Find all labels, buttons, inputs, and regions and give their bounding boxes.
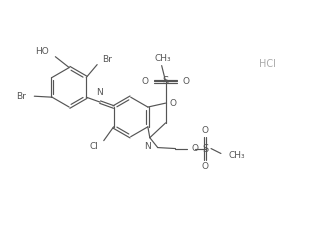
Text: O: O (142, 77, 149, 86)
Text: N: N (145, 142, 151, 151)
Text: Br: Br (102, 55, 112, 64)
Text: O: O (202, 126, 209, 135)
Text: HO: HO (35, 47, 48, 56)
Text: HCl: HCl (259, 58, 276, 69)
Text: CH₃: CH₃ (154, 54, 171, 63)
Text: O: O (182, 77, 189, 86)
Text: S: S (202, 144, 208, 153)
Text: O: O (202, 162, 209, 171)
Text: O: O (170, 99, 177, 108)
Text: Br: Br (17, 92, 26, 101)
Text: S: S (163, 76, 169, 86)
Text: N: N (96, 88, 102, 97)
Text: O: O (191, 144, 198, 153)
Text: CH₃: CH₃ (229, 151, 246, 160)
Text: Cl: Cl (90, 142, 99, 151)
